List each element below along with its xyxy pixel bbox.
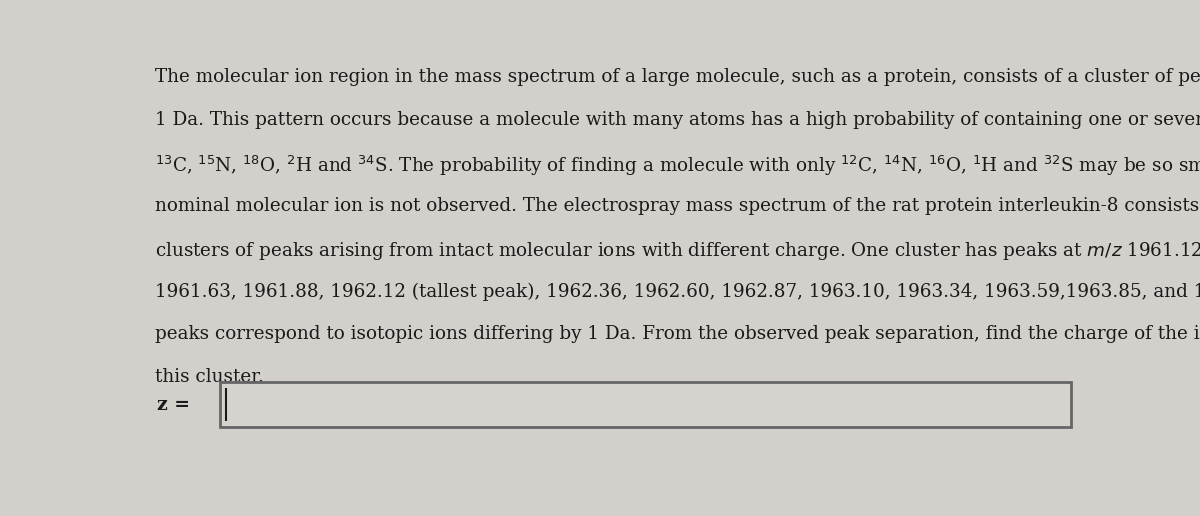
- Text: $^{13}$C, $^{15}$N, $^{18}$O, $^{2}$H and $^{34}$S. The probability of finding a: $^{13}$C, $^{15}$N, $^{18}$O, $^{2}$H an…: [155, 154, 1200, 178]
- FancyBboxPatch shape: [220, 382, 1070, 427]
- Text: 1961.63, 1961.88, 1962.12 (tallest peak), 1962.36, 1962.60, 1962.87, 1963.10, 19: 1961.63, 1961.88, 1962.12 (tallest peak)…: [155, 282, 1200, 301]
- Text: nominal molecular ion is not observed. The electrospray mass spectrum of the rat: nominal molecular ion is not observed. T…: [155, 197, 1200, 215]
- Text: z =: z =: [157, 396, 191, 414]
- Text: 1 Da. This pattern occurs because a molecule with many atoms has a high probabil: 1 Da. This pattern occurs because a mole…: [155, 111, 1200, 129]
- Text: The molecular ion region in the mass spectrum of a large molecule, such as a pro: The molecular ion region in the mass spe…: [155, 68, 1200, 86]
- Text: this cluster.: this cluster.: [155, 368, 264, 386]
- Text: peaks correspond to isotopic ions differing by 1 Da. From the observed peak sepa: peaks correspond to isotopic ions differ…: [155, 326, 1200, 343]
- Text: clusters of peaks arising from intact molecular ions with different charge. One : clusters of peaks arising from intact mo…: [155, 239, 1200, 262]
